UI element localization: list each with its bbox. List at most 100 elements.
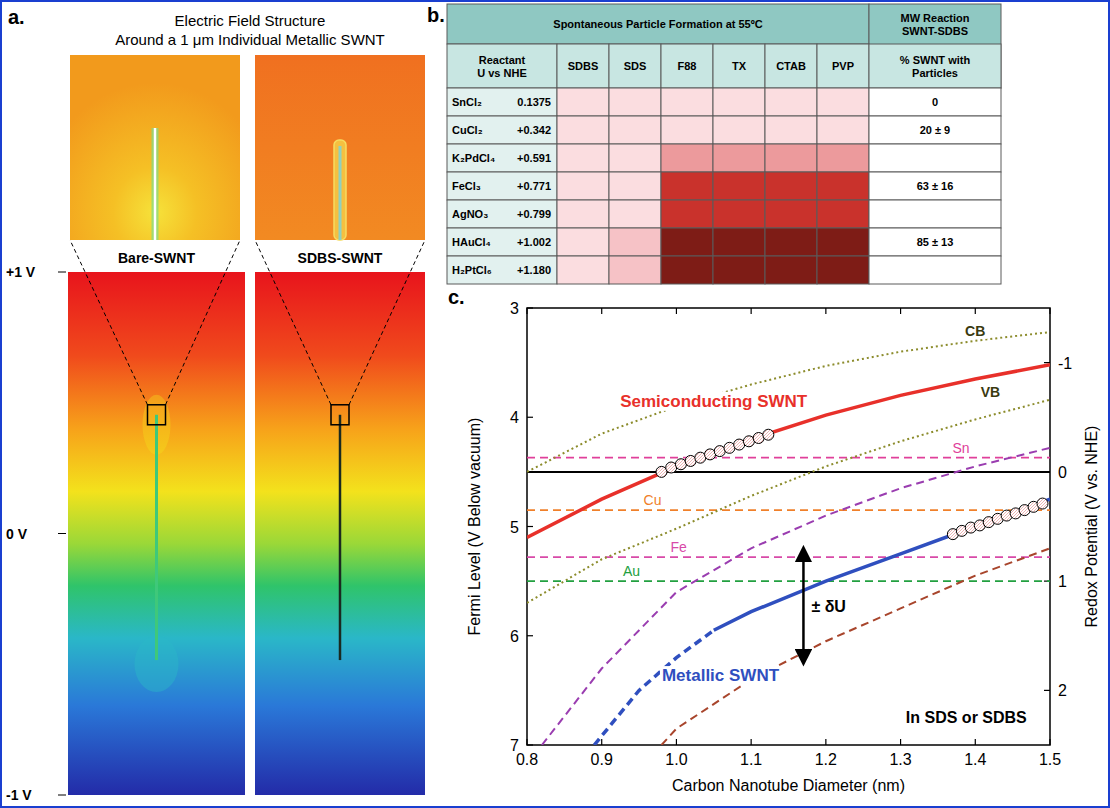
label-patch [618, 392, 810, 411]
header-text: TX [732, 60, 747, 72]
reactant-cell [447, 228, 557, 256]
x-tick [676, 739, 677, 745]
x-axis-title: Carbon Nanotube Diameter (nm) [672, 777, 905, 794]
reactant-cell [447, 88, 557, 116]
series-line [542, 448, 1050, 745]
formation-cell [557, 172, 609, 200]
label-patch [809, 598, 847, 615]
formation-cell [661, 200, 713, 228]
potential-tick [58, 272, 66, 273]
x-tick [601, 739, 602, 745]
header-text: SDS [624, 60, 647, 72]
formation-cell [817, 228, 869, 256]
potential: +0.799 [517, 208, 551, 220]
x-tick [900, 739, 901, 745]
potential: +0.771 [517, 180, 551, 192]
nanotube-halo [152, 128, 159, 240]
label-patch [904, 709, 1029, 726]
y2-tick-label: 1 [1058, 573, 1067, 590]
data-point [763, 429, 774, 440]
formation-cell [661, 256, 713, 284]
header-cell [869, 44, 1001, 88]
inset [255, 55, 425, 240]
plot-labels: CBVBSemiconducting SWNTMetallic SWNTSnCu… [618, 323, 1029, 726]
result: 85 ± 13 [917, 236, 954, 248]
formation-cell [609, 200, 661, 228]
formation-cell [817, 172, 869, 200]
formation-cell [557, 88, 609, 116]
x-tick-label: 1.4 [964, 751, 986, 768]
header-text: CTAB [776, 60, 806, 72]
x-tick [900, 308, 901, 314]
x-tick [601, 308, 602, 314]
header-text: F88 [678, 60, 697, 72]
nanotube [339, 146, 342, 240]
y2-tick-label: 0 [1058, 464, 1067, 481]
header-text: Spontaneous Particle Formation at 55ºC [553, 18, 762, 30]
x-tick [825, 739, 826, 745]
zoom-box [148, 405, 166, 425]
header-cell [609, 44, 661, 88]
x-tick-label: 1.0 [665, 751, 687, 768]
y2-tick-label: 2 [1058, 682, 1067, 699]
y-tick-label: 7 [510, 737, 519, 754]
formation-cell [661, 144, 713, 172]
zoom-box [331, 405, 349, 425]
formation-cell [609, 172, 661, 200]
text-line: Particles [912, 67, 958, 79]
x-tick [751, 308, 752, 314]
reactant: H₂PtCl₆ [452, 264, 492, 276]
reference-label: Cu [644, 492, 662, 508]
text-line: % SWNT with [900, 54, 971, 66]
y2-tick-label: -1 [1058, 355, 1072, 372]
potential-label: +1 V [6, 264, 36, 280]
y-tick [527, 744, 533, 745]
formation-cell [817, 256, 869, 284]
potential: +0.591 [517, 152, 551, 164]
panel-letter: c. [448, 286, 465, 308]
nanotube [154, 128, 157, 240]
nanotube [339, 415, 342, 660]
potential: +1.002 [517, 236, 551, 248]
label-patch [660, 666, 782, 685]
formation-cell [713, 88, 765, 116]
reactant-cell [447, 172, 557, 200]
formation-cell [661, 116, 713, 144]
figure: a.Electric Field StructureAround a 1 μm … [0, 0, 1110, 808]
header-cell [765, 44, 817, 88]
delta-arrow [802, 548, 805, 663]
formation-cell [765, 144, 817, 172]
formation-cell [609, 88, 661, 116]
reactant: CuCl₂ [452, 124, 483, 136]
y-tick-label: 5 [510, 519, 519, 536]
map-label: SDBS-SWNT [298, 250, 383, 266]
y-axis-title: Fermi Level (V Below vacuum) [466, 418, 483, 636]
field-map [68, 272, 245, 795]
annotation: In SDS or SDBS [906, 709, 1027, 726]
series-line [714, 499, 1050, 630]
header-cell [713, 44, 765, 88]
surfactant-layer [334, 140, 346, 240]
potential-tick [58, 795, 66, 796]
formation-cell [557, 228, 609, 256]
y-tick [527, 307, 533, 308]
field-map [255, 272, 425, 795]
formation-cell [609, 256, 661, 284]
result-cell [869, 228, 1001, 256]
panel-title: Around a 1 μm Individual Metallic SWNT [115, 31, 385, 48]
formation-cell [713, 116, 765, 144]
formation-cell [817, 88, 869, 116]
reactant-cell [447, 116, 557, 144]
label-patch [668, 539, 689, 555]
result-cell [869, 200, 1001, 228]
potential: 0.1375 [517, 96, 551, 108]
reactant-cell [447, 144, 557, 172]
formation-cell [609, 228, 661, 256]
formation-cell [713, 200, 765, 228]
reactant: HAuCl₄ [452, 236, 491, 248]
reactant: SnCl₂ [452, 96, 482, 108]
formation-cell [609, 116, 661, 144]
y2-axis-title: Redox Potential (V vs. NHE) [1083, 426, 1100, 628]
reactant: K₂PdCl₄ [452, 152, 495, 164]
x-tick-label: 0.8 [516, 751, 538, 768]
